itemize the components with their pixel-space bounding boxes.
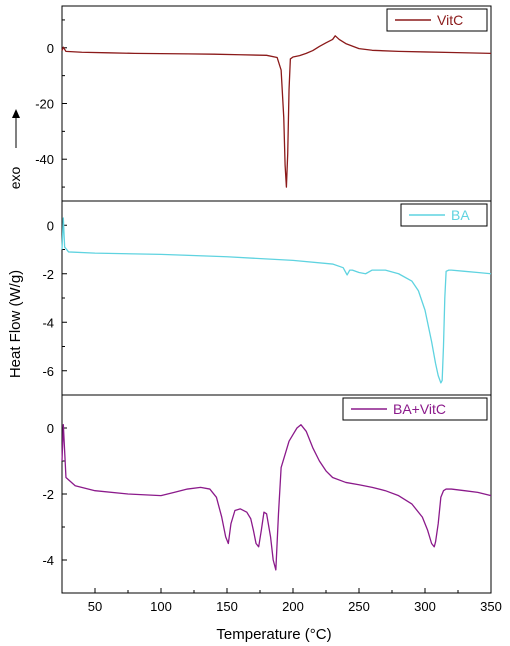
y-tick-label: -2: [42, 267, 54, 282]
plot-frame: [61, 5, 492, 202]
x-tick-label: 200: [282, 599, 304, 614]
panel-1: 0 -20 -40 VitC: [35, 5, 492, 202]
y-tick-label: -4: [42, 553, 54, 568]
x-tick-label: 150: [216, 599, 238, 614]
legend-box: [342, 397, 488, 421]
y-tick-label: 0: [47, 421, 54, 436]
panel-3: 0 -2 -4 BA+VitC: [42, 394, 492, 594]
legend: BA+VitC: [342, 397, 488, 421]
exo-arrow-icon: [12, 109, 20, 148]
exo-label: exo: [7, 167, 23, 190]
x-tick-label: 50: [88, 599, 102, 614]
legend-box: [386, 8, 488, 32]
legend: VitC: [386, 8, 488, 32]
y-tick-label: 0: [47, 41, 54, 56]
legend: BA: [400, 203, 488, 227]
y-tick-label: -40: [35, 152, 54, 167]
series-line-ba-vitc: [61, 424, 492, 571]
y-tick-label: -6: [42, 364, 54, 379]
legend-label: BA: [451, 207, 470, 223]
series-line-ba: [61, 217, 492, 384]
panels-group: 0 -20 -40 VitC 0 -2 -4 -6 BA 0 -2 -4 BA+VitC: [35, 5, 492, 594]
x-tick-label: 250: [348, 599, 370, 614]
y-tick-label: -4: [42, 315, 54, 330]
plot-frame: [61, 200, 492, 396]
x-axis: 50 100 150 200 250 300 350: [61, 588, 502, 614]
y-tick-label: 0: [47, 218, 54, 233]
legend-label: VitC: [437, 12, 463, 28]
y-tick-label: -20: [35, 97, 54, 112]
series-line-vitc: [61, 35, 492, 188]
x-tick-label: 350: [480, 599, 502, 614]
y-tick-label: -2: [42, 487, 54, 502]
x-tick-label: 100: [150, 599, 172, 614]
y-axis-label: Heat Flow (W/g): [7, 270, 24, 378]
x-axis-label: Temperature (°C): [216, 626, 331, 643]
x-tick-label: 300: [414, 599, 436, 614]
panel-2: 0 -2 -4 -6 BA: [42, 200, 492, 396]
legend-label: BA+VitC: [393, 401, 446, 417]
